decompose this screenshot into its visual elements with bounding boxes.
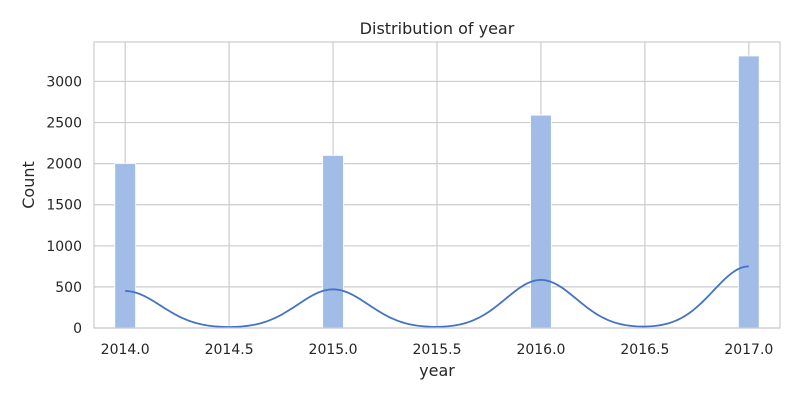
x-tick-label: 2017.0 xyxy=(724,342,773,358)
y-tick-labels: 0 500 1000 1500 2000 2500 3000 xyxy=(46,74,82,337)
x-tick-labels: 2014.0 2014.5 2015.0 2015.5 2016.0 2016.5 2017… xyxy=(101,342,774,358)
y-tick-label: 3000 xyxy=(46,74,82,90)
y-tick-label: 0 xyxy=(73,321,82,337)
histogram-bar xyxy=(114,163,136,329)
y-tick-label: 2000 xyxy=(46,157,82,173)
x-tick-label: 2015.5 xyxy=(413,342,462,358)
y-tick-label: 500 xyxy=(55,280,82,296)
x-tick-label: 2015.0 xyxy=(309,342,358,358)
x-tick-label: 2016.0 xyxy=(516,342,565,358)
y-tick-label: 1500 xyxy=(46,198,82,214)
histogram-bar xyxy=(322,155,344,329)
plot-frame xyxy=(93,41,781,329)
chart-title: Distribution of year xyxy=(360,19,515,38)
y-tick-label: 2500 xyxy=(46,116,82,132)
histogram-bar xyxy=(738,55,760,329)
y-axis-label: Count xyxy=(19,161,38,209)
y-tick-label: 1000 xyxy=(46,239,82,255)
histogram-bar xyxy=(530,114,552,329)
kde-line xyxy=(125,265,749,328)
x-tick-label: 2014.5 xyxy=(205,342,254,358)
grid-layer xyxy=(94,42,780,329)
x-tick-label: 2014.0 xyxy=(101,342,150,358)
x-axis-label: year xyxy=(419,361,455,380)
x-tick-label: 2016.5 xyxy=(620,342,669,358)
